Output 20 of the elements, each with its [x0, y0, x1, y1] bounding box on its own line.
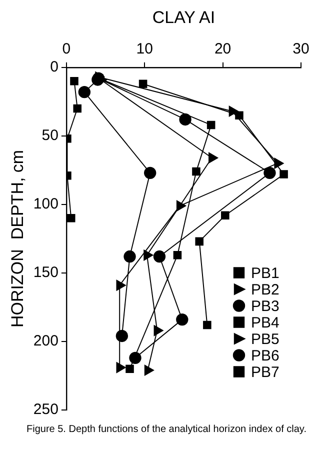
legend-label: PB3 [251, 298, 280, 315]
x-axis-title: CLAY AI [152, 8, 216, 27]
y-axis-title: HORIZON DEPTH, cm [8, 150, 27, 328]
y-tick-label: 250 [33, 401, 58, 418]
legend-label: PB1 [251, 264, 280, 282]
y-tick-label: 200 [33, 332, 58, 350]
legend-label: PB6 [251, 347, 280, 364]
legend-label: PB7 [251, 364, 280, 381]
x-tick-label: 20 [214, 40, 232, 58]
y-tick-label: 50 [42, 127, 58, 144]
legend-label: PB2 [251, 281, 280, 298]
caption: Figure 5. Depth functions of the analytical horizon index of clay. [26, 424, 308, 435]
y-tick-label: 150 [33, 264, 58, 282]
y-tick-label: 0 [50, 58, 58, 76]
legend-label: PB5 [251, 330, 280, 348]
x-tick-label: 10 [136, 40, 153, 58]
legend-label: PB4 [251, 314, 280, 332]
x-tick-label: 0 [62, 40, 71, 58]
y-tick-label: 100 [33, 196, 58, 213]
x-tick-label: 30 [292, 40, 310, 58]
